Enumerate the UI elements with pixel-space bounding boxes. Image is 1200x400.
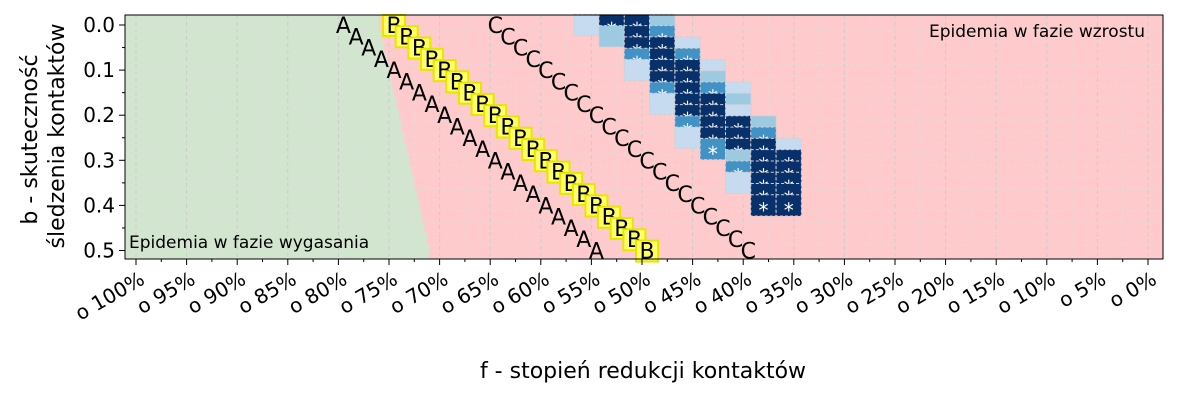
x-tick-label: o 55%	[537, 267, 604, 319]
heat-cell	[775, 194, 802, 217]
marker-a: A	[576, 228, 591, 253]
y-tick-label: 0.3	[83, 148, 115, 172]
significance-star: *	[758, 198, 768, 222]
x-tick-label: o 50%	[588, 267, 655, 319]
heat-cell	[649, 92, 676, 116]
marker-a: A	[488, 149, 503, 174]
marker-c: C	[513, 37, 528, 62]
significance-star: *	[784, 198, 794, 222]
marker-c: C	[741, 240, 756, 265]
marker-c: C	[614, 127, 629, 152]
marker-c: C	[728, 228, 743, 253]
heat-cell	[623, 58, 651, 82]
marker-a: A	[551, 206, 566, 231]
marker-c: C	[488, 14, 503, 39]
heat-cell	[724, 171, 752, 194]
marker-a: A	[526, 183, 541, 208]
marker-a: A	[500, 161, 515, 186]
heat-cell	[674, 126, 701, 149]
marker-c: C	[677, 183, 692, 208]
y-axis-ticks: 0.0 0.1 0.2 0.3 0.4 0.5	[83, 13, 125, 263]
marker-b: B	[640, 240, 655, 265]
marker-a: A	[387, 59, 402, 84]
marker-c: C	[526, 48, 541, 73]
marker-a: A	[349, 25, 364, 50]
marker-c: C	[690, 194, 705, 219]
threshold-markers: A B CA B CA B CA B CA B CA B CA B CA B CA B CA B CA B CA B CA B CA…	[336, 14, 756, 265]
y-axis-title-line-1: b - skuteczność	[18, 54, 43, 224]
marker-b-box	[635, 239, 660, 263]
marker-c: C	[665, 172, 680, 197]
x-axis-title: f - stopień redukcji kontaktów	[480, 359, 806, 384]
marker-c: C	[652, 161, 667, 186]
x-tick-label: o 0%	[1105, 267, 1161, 313]
x-tick-label: o 20%	[891, 267, 958, 319]
y-tick-label: 0.1	[83, 58, 115, 82]
x-tick-label: o 5%	[1054, 267, 1110, 313]
x-tick-label: o 60%	[487, 267, 554, 319]
x-axis-ticks: o 100%o 95%o 90%o 85%o 80%o 75%o 70%o 65…	[71, 259, 1161, 325]
marker-c: C	[589, 104, 604, 129]
marker-c: C	[601, 115, 616, 140]
heat-cell	[598, 25, 625, 48]
marker-a: A	[564, 217, 579, 242]
x-tick-label: o 10%	[993, 267, 1060, 319]
region-label-growth: Epidemia w fazie wzrostu	[929, 22, 1145, 42]
plot-frame	[124, 14, 1164, 260]
marker-c: C	[576, 93, 591, 118]
y-axis-title: b - skuteczność śledzenia kontaktów	[18, 24, 70, 249]
x-tick-label: o 65%	[436, 267, 503, 319]
y-tick-label: 0.2	[83, 103, 115, 127]
region-label-decline: Epidemia w fazie wygasania	[129, 233, 369, 253]
marker-a: A	[589, 240, 604, 265]
x-tick-label: o 80%	[284, 267, 351, 319]
marker-a: A	[424, 93, 439, 118]
x-tick-label: o 85%	[234, 267, 301, 319]
y-tick-label: 0.5	[83, 239, 115, 263]
marker-c: C	[538, 59, 553, 84]
x-tick-label: o 30%	[790, 267, 857, 319]
y-tick-label: 0.0	[83, 13, 115, 37]
x-tick-label: o 70%	[385, 267, 452, 319]
marker-a: A	[513, 172, 528, 197]
x-tick-label: o 35%	[740, 267, 807, 319]
marker-a: A	[462, 127, 477, 152]
marker-a: A	[374, 48, 389, 73]
x-tick-label: o 45%	[638, 267, 705, 319]
significance-star: *	[708, 142, 718, 166]
marker-c: C	[639, 149, 654, 174]
y-axis-title-line-2: śledzenia kontaktów	[45, 24, 70, 249]
marker-a: A	[399, 70, 414, 95]
marker-a: A	[475, 138, 490, 163]
marker-a: A	[538, 194, 553, 219]
x-tick-label: o 95%	[132, 267, 199, 319]
x-tick-label: o 90%	[183, 267, 250, 319]
marker-c: C	[563, 82, 578, 107]
x-tick-label: o 25%	[841, 267, 908, 319]
marker-a: A	[361, 37, 376, 62]
marker-a: A	[336, 14, 351, 39]
x-tick-label: o 40%	[689, 267, 756, 319]
marker-a: A	[437, 104, 452, 129]
heat-cells: ****************************************	[573, 13, 802, 222]
x-tick-label: o 15%	[942, 267, 1009, 319]
marker-a: A	[450, 115, 465, 140]
marker-c: C	[703, 206, 718, 231]
heat-cell	[573, 13, 600, 37]
marker-c: C	[551, 70, 566, 95]
marker-c: C	[500, 25, 515, 50]
y-tick-label: 0.4	[83, 193, 115, 217]
marker-c: C	[715, 217, 730, 242]
x-tick-label: o 75%	[335, 267, 402, 319]
marker-c: C	[627, 138, 642, 163]
marker-a: A	[412, 82, 427, 107]
